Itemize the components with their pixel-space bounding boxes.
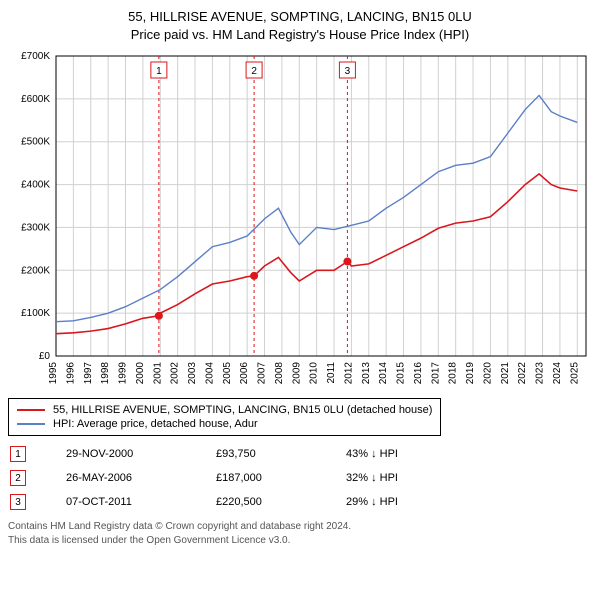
svg-text:2011: 2011 — [326, 362, 337, 384]
legend-label: HPI: Average price, detached house, Adur — [53, 418, 258, 430]
footer-line2: This data is licensed under the Open Gov… — [8, 534, 592, 548]
svg-text:2009: 2009 — [291, 362, 302, 385]
sale-row: 3 07-OCT-2011 £220,500 29% ↓ HPI — [8, 490, 592, 514]
svg-text:2013: 2013 — [361, 362, 372, 385]
svg-text:2000: 2000 — [135, 362, 146, 385]
chart-title: 55, HILLRISE AVENUE, SOMPTING, LANCING, … — [8, 8, 592, 44]
svg-text:2003: 2003 — [187, 362, 198, 385]
svg-text:2017: 2017 — [430, 362, 441, 385]
svg-text:2004: 2004 — [204, 362, 215, 385]
sale-price: £187,000 — [216, 472, 306, 484]
legend-label: 55, HILLRISE AVENUE, SOMPTING, LANCING, … — [53, 404, 432, 416]
sale-vs-hpi: 43% ↓ HPI — [346, 448, 398, 460]
svg-text:2010: 2010 — [309, 362, 320, 385]
svg-text:2016: 2016 — [413, 362, 424, 385]
svg-text:2021: 2021 — [500, 362, 511, 385]
svg-text:2020: 2020 — [482, 362, 493, 385]
svg-text:3: 3 — [345, 66, 351, 77]
sale-date: 26-MAY-2006 — [66, 472, 176, 484]
sale-vs-hpi: 29% ↓ HPI — [346, 496, 398, 508]
sale-row: 2 26-MAY-2006 £187,000 32% ↓ HPI — [8, 466, 592, 490]
svg-text:2014: 2014 — [378, 362, 389, 385]
legend-row: 55, HILLRISE AVENUE, SOMPTING, LANCING, … — [17, 403, 432, 417]
sale-marker: 3 — [10, 494, 26, 510]
legend-swatch — [17, 423, 45, 425]
sale-price: £220,500 — [216, 496, 306, 508]
svg-text:1: 1 — [156, 66, 162, 77]
sales-table: 1 29-NOV-2000 £93,750 43% ↓ HPI 2 26-MAY-2006… — [8, 442, 592, 514]
sale-marker: 1 — [10, 446, 26, 462]
legend-row: HPI: Average price, detached house, Adur — [17, 417, 432, 431]
svg-text:2: 2 — [251, 66, 257, 77]
svg-text:2001: 2001 — [152, 362, 163, 385]
svg-text:2024: 2024 — [552, 362, 563, 385]
sale-marker: 2 — [10, 470, 26, 486]
sale-row: 1 29-NOV-2000 £93,750 43% ↓ HPI — [8, 442, 592, 466]
sale-price: £93,750 — [216, 448, 306, 460]
svg-text:2005: 2005 — [222, 362, 233, 385]
title-line1: 55, HILLRISE AVENUE, SOMPTING, LANCING, … — [8, 8, 592, 26]
svg-text:2023: 2023 — [535, 362, 546, 385]
svg-text:£200K: £200K — [21, 266, 50, 277]
svg-text:2015: 2015 — [396, 362, 407, 385]
svg-text:£500K: £500K — [21, 137, 50, 148]
title-line2: Price paid vs. HM Land Registry's House … — [8, 26, 592, 44]
sale-vs-hpi: 32% ↓ HPI — [346, 472, 398, 484]
svg-text:2019: 2019 — [465, 362, 476, 385]
svg-text:1999: 1999 — [118, 362, 129, 385]
legend-swatch — [17, 409, 45, 411]
sale-date: 07-OCT-2011 — [66, 496, 176, 508]
svg-text:2006: 2006 — [239, 362, 250, 385]
svg-text:£600K: £600K — [21, 94, 50, 105]
sale-date: 29-NOV-2000 — [66, 448, 176, 460]
svg-text:1995: 1995 — [48, 362, 59, 385]
svg-text:2007: 2007 — [257, 362, 268, 385]
svg-text:2012: 2012 — [343, 362, 354, 385]
footer-attribution: Contains HM Land Registry data © Crown c… — [8, 520, 592, 547]
svg-text:£400K: £400K — [21, 180, 50, 191]
svg-text:1996: 1996 — [65, 362, 76, 385]
price-chart: £0 £100K £200K £300K £400K £500K £600K £700K 199… — [8, 50, 592, 390]
chart-container: £0 £100K £200K £300K £400K £500K £600K £700K 199… — [8, 50, 592, 390]
svg-text:1998: 1998 — [100, 362, 111, 385]
svg-text:2025: 2025 — [569, 362, 580, 385]
svg-text:£0: £0 — [39, 351, 51, 362]
svg-text:£100K: £100K — [21, 309, 50, 320]
svg-text:1997: 1997 — [83, 362, 94, 385]
svg-text:2022: 2022 — [517, 362, 528, 385]
svg-text:2008: 2008 — [274, 362, 285, 385]
svg-text:£300K: £300K — [21, 223, 50, 234]
svg-text:2018: 2018 — [448, 362, 459, 385]
svg-text:2002: 2002 — [170, 362, 181, 385]
svg-text:£700K: £700K — [21, 51, 50, 62]
legend: 55, HILLRISE AVENUE, SOMPTING, LANCING, … — [8, 398, 441, 436]
footer-line1: Contains HM Land Registry data © Crown c… — [8, 520, 592, 534]
